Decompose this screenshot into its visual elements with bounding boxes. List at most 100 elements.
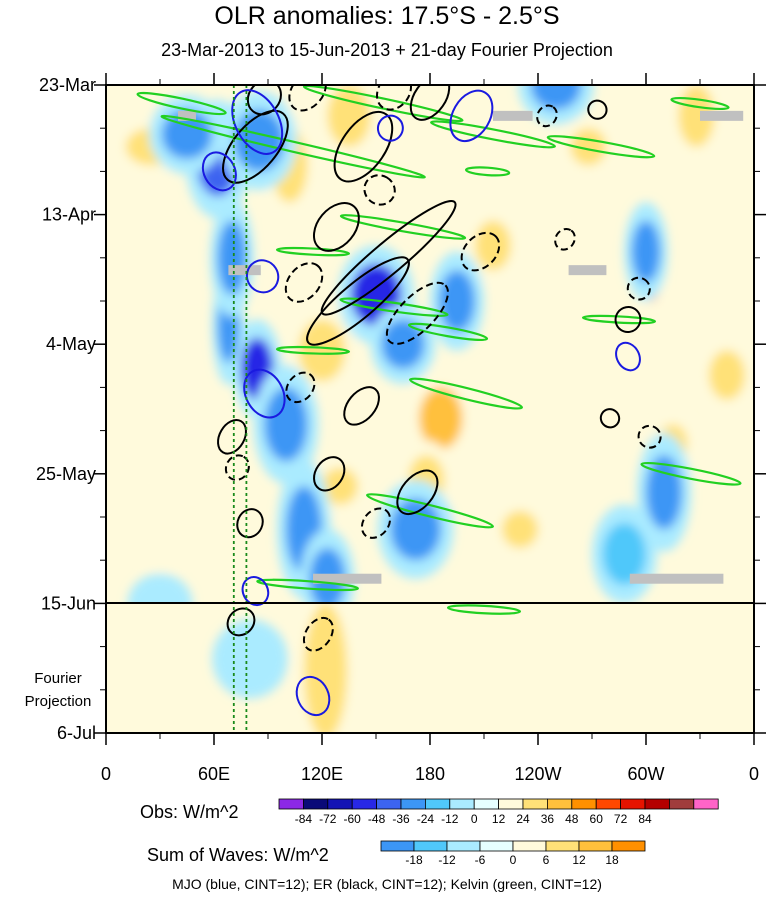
kelvin-contour [275, 246, 351, 257]
negative-anomaly-core [646, 455, 682, 530]
missing-data-bar [629, 573, 724, 584]
wave-legend-label: 18 [605, 853, 619, 867]
wave-legend-swatch [611, 840, 646, 852]
obs-legend-swatch [693, 798, 719, 810]
x-tick-label: 120E [301, 764, 343, 784]
wave-legend-swatch [446, 840, 481, 852]
obs-legend-label: 60 [590, 812, 604, 826]
er-contour-positive [333, 110, 394, 183]
obs-legend-label: -36 [392, 812, 410, 826]
er-contour-positive [226, 607, 256, 637]
projection-label: Projection [25, 693, 92, 710]
negative-anomaly-core [224, 634, 276, 684]
er-contour-negative [360, 507, 392, 539]
kelvin-contour [407, 322, 489, 342]
er-contour-positive [614, 305, 642, 334]
mjo-contour [245, 259, 280, 294]
obs-legend-label: 24 [516, 812, 530, 826]
obs-legend-label: -72 [319, 812, 337, 826]
wave-legend-label: -18 [405, 853, 423, 867]
x-tick-label: 60E [198, 764, 230, 784]
y-tick-label: 23-Mar [39, 75, 96, 95]
obs-legend-label: -24 [417, 812, 435, 826]
positive-anomaly-core [322, 467, 358, 505]
wave-key-footer: MJO (blue, CINT=12); ER (black, CINT=12)… [172, 876, 602, 892]
wave-legend-swatch [479, 840, 514, 852]
obs-legend-swatch [302, 798, 329, 810]
wave-legend-title: Sum of Waves: W/m^2 [147, 845, 329, 865]
er-contour-positive [343, 386, 380, 426]
kelvin-contour [670, 96, 730, 111]
obs-legend-label: -60 [344, 812, 362, 826]
wave-legend-swatch [380, 840, 415, 852]
obs-legend-swatch [571, 798, 597, 810]
er-contour-negative [285, 371, 316, 404]
missing-data-bar [493, 110, 533, 121]
er-contour-negative [376, 85, 412, 111]
y-tick-label: 25-May [36, 464, 96, 484]
kelvin-contour [546, 135, 656, 159]
kelvin-contour [446, 604, 522, 615]
positive-anomaly-core [304, 603, 348, 733]
wave-legend-label: -12 [438, 853, 456, 867]
kelvin-contour [160, 114, 426, 179]
y-tick-label: 6-Jul [57, 723, 96, 743]
negative-anomaly-core [138, 584, 182, 603]
obs-legend-label: 48 [565, 812, 579, 826]
mjo-contour [231, 89, 284, 155]
obs-legend-swatch [327, 798, 353, 810]
positive-anomaly-core [298, 319, 346, 382]
kelvin-contour [366, 493, 494, 529]
er-contour-positive [236, 508, 264, 539]
er-contour-negative [224, 454, 250, 481]
projection-label: Fourier [34, 670, 82, 687]
y-tick-label: 15-Jun [41, 593, 96, 613]
y-tick-label: 4-May [46, 334, 96, 354]
er-contour-positive [312, 202, 360, 252]
mjo-contour [615, 341, 641, 372]
mjo-contour [295, 675, 331, 717]
x-tick-label: 60W [627, 764, 664, 784]
observed-olr-field [106, 85, 754, 603]
obs-legend-swatch [400, 798, 426, 810]
er-contour-positive [409, 85, 451, 121]
obs-legend-label: 36 [541, 812, 555, 826]
er-contour-negative [626, 276, 651, 301]
positive-anomaly-core [145, 523, 182, 561]
positive-anomaly-core [577, 325, 614, 363]
chart-title: OLR anomalies: 17.5°S - 2.5°S [214, 2, 560, 30]
obs-legend-swatch [644, 798, 670, 810]
er-contour-positive [217, 419, 247, 455]
obs-legend-swatch [547, 798, 573, 810]
wave-legend-swatch [545, 840, 580, 852]
mjo-contour [449, 89, 494, 143]
obs-legend-swatch [473, 798, 500, 810]
kelvin-contour [302, 85, 464, 123]
obs-legend-label: 84 [638, 812, 652, 826]
obs-legend-swatch [449, 798, 475, 810]
obs-legend-title: Obs: W/m^2 [140, 802, 239, 822]
wave-legend-swatch [578, 840, 613, 852]
kelvin-contour [640, 461, 742, 486]
kelvin-contour [464, 166, 511, 177]
negative-anomaly-core [264, 387, 308, 462]
wave-legend-label: 6 [543, 853, 550, 867]
obs-legend-label: 0 [471, 812, 478, 826]
x-tick-label: 120W [514, 764, 561, 784]
kelvin-contour [256, 578, 359, 592]
negative-anomaly-core [631, 220, 661, 283]
obs-legend-label: 72 [614, 812, 628, 826]
obs-legend-label: -12 [441, 812, 459, 826]
obs-legend-swatch [351, 798, 378, 810]
er-contour-negative [536, 104, 558, 128]
er-contour-positive [313, 456, 346, 492]
er-contour-negative [288, 85, 327, 112]
positive-anomaly-core [475, 220, 511, 271]
obs-legend-swatch [620, 798, 646, 810]
obs-legend-swatch [424, 798, 451, 810]
negative-anomaly-core [217, 220, 247, 295]
chart-subtitle: 23-Mar-2013 to 15-Jun-2013 + 21-day Four… [161, 40, 613, 60]
er-contour-positive [587, 99, 608, 120]
negative-anomaly-core [381, 319, 425, 369]
missing-data-bar [178, 110, 196, 121]
